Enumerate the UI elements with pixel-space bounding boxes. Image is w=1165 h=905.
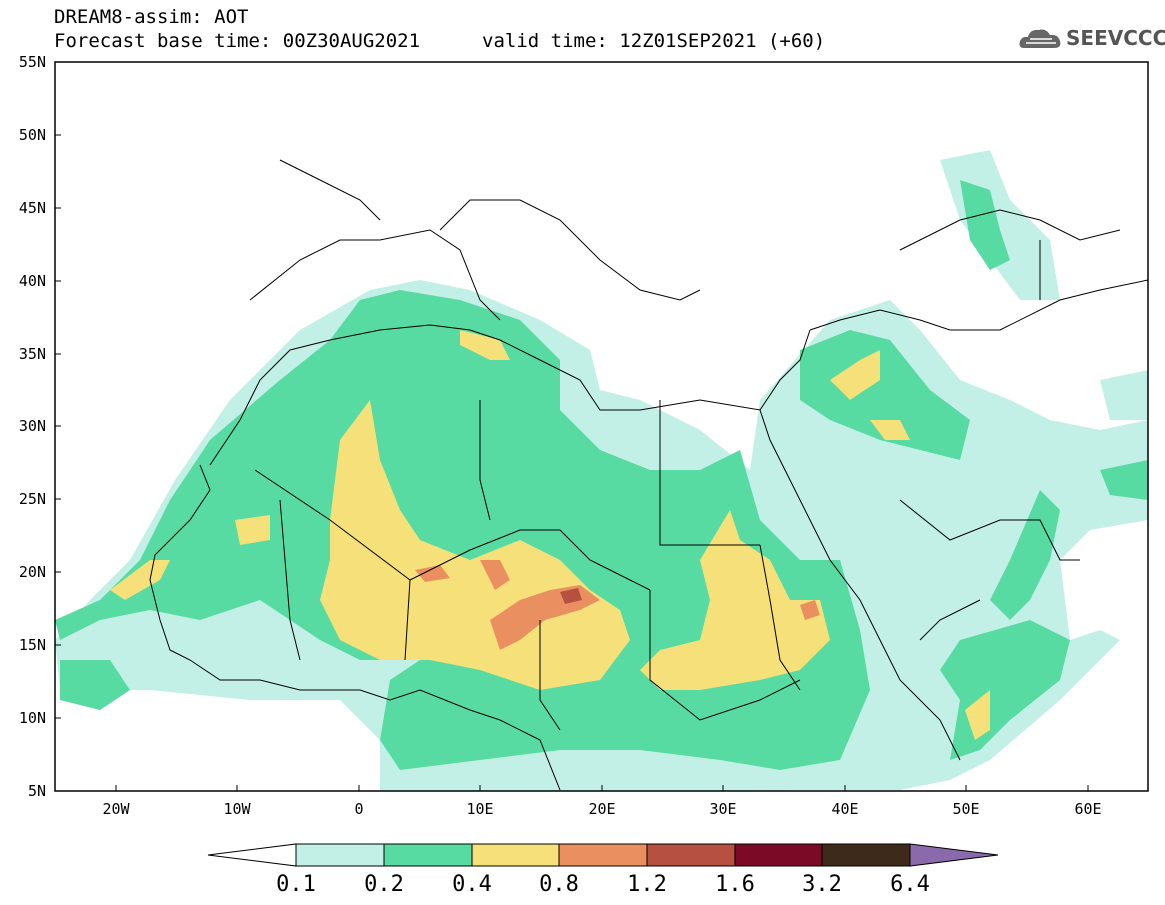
valid-time-label: valid time: 12Z01SEP2021 (+60) — [482, 30, 826, 52]
colorbar-label: 0.1 — [276, 872, 316, 897]
colorbar-label: 0.8 — [539, 872, 579, 897]
aot-level-1-2 — [560, 588, 582, 604]
colorbar-high-arrow — [909, 843, 999, 867]
lon-label: 10E — [466, 800, 494, 818]
colorbar — [207, 843, 999, 867]
lon-label: 30E — [709, 800, 737, 818]
lon-label: 20W — [102, 800, 130, 818]
colorbar-label: 0.2 — [364, 872, 404, 897]
lon-label: 40E — [831, 800, 859, 818]
country-borders — [149, 159, 1148, 791]
lon-label: 60E — [1074, 800, 1102, 818]
colorbar-label: 0.4 — [452, 872, 492, 897]
logo-text: SEEVCCC — [1066, 26, 1165, 50]
lat-label: 10N — [18, 709, 46, 727]
lat-label: 40N — [18, 272, 46, 290]
lon-label: 50E — [952, 800, 980, 818]
lon-label: 10W — [223, 800, 251, 818]
lat-label: 45N — [18, 199, 46, 217]
colorbar-label: 1.6 — [715, 872, 755, 897]
lon-label: 20E — [588, 800, 616, 818]
lat-label: 20N — [18, 563, 46, 581]
base-time-label: Forecast base time: 00Z30AUG2021 — [54, 30, 421, 52]
lat-label: 15N — [18, 636, 46, 654]
colorbar-label: 1.2 — [627, 872, 667, 897]
colorbar-low-arrow — [207, 843, 297, 867]
axis-ticks — [55, 61, 1089, 791]
lat-label: 50N — [18, 126, 46, 144]
lat-label: 55N — [18, 53, 46, 71]
lon-label: 0 — [354, 800, 364, 818]
colorbar-label: 6.4 — [890, 872, 930, 897]
lat-label: 25N — [18, 490, 46, 508]
lat-label: 5N — [27, 782, 46, 800]
map-title: DREAM8-assim: AOT — [54, 6, 249, 28]
lat-label: 35N — [18, 345, 46, 363]
colorbar-label: 3.2 — [802, 872, 842, 897]
cloud-logo-icon — [1019, 29, 1061, 48]
lat-label: 30N — [18, 417, 46, 435]
